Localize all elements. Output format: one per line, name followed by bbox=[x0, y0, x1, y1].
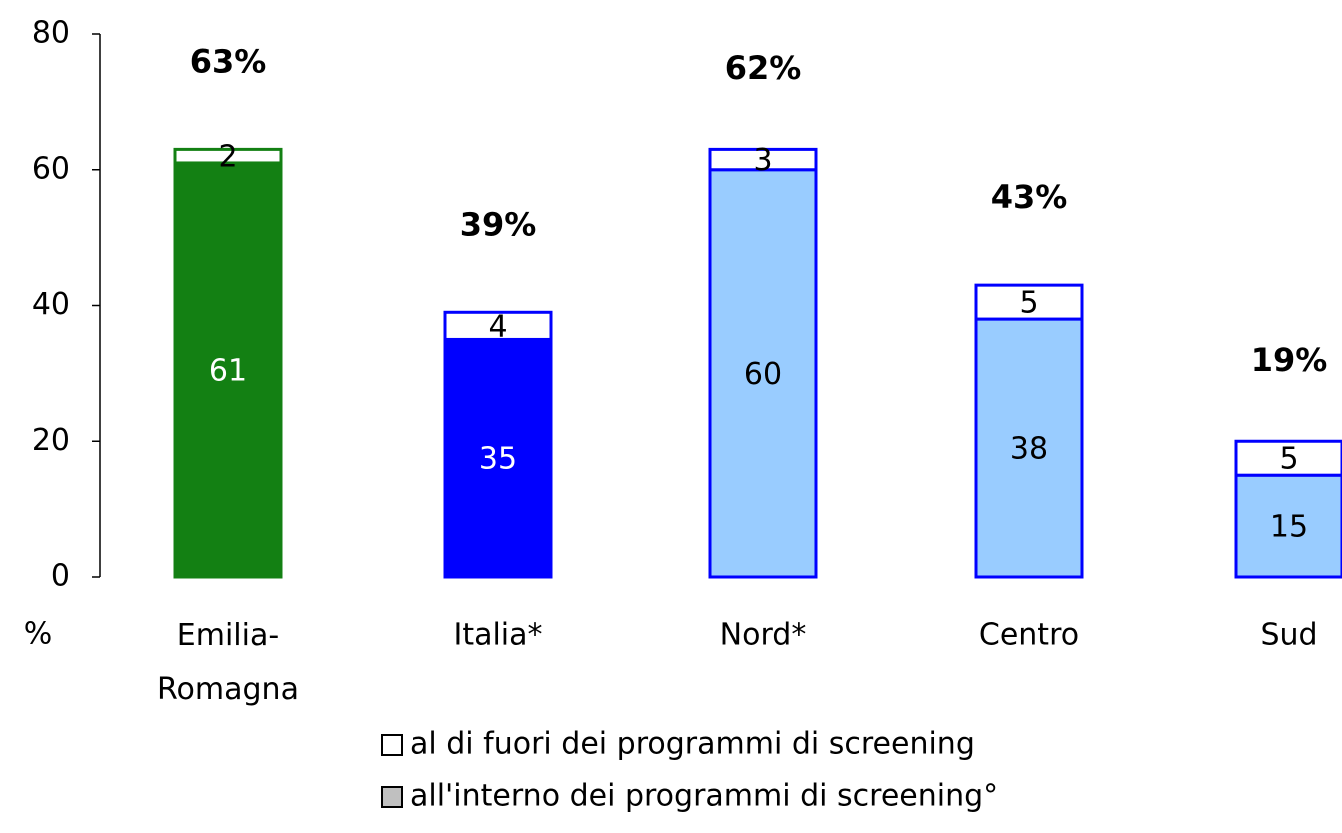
total-label: 63% bbox=[190, 42, 267, 80]
bar-segment bbox=[173, 161, 283, 579]
data-label: 38 bbox=[1010, 432, 1048, 467]
y-tick-label: 0 bbox=[51, 559, 70, 594]
y-axis-label: % bbox=[24, 617, 53, 652]
legend-label: all'interno dei programmi di screening° bbox=[410, 779, 998, 814]
x-tick-label: Nord* bbox=[720, 618, 807, 653]
total-label: 19% bbox=[1251, 341, 1328, 379]
bar-segment bbox=[443, 310, 553, 341]
legend-swatch bbox=[381, 734, 403, 756]
x-tick-line: Emilia- bbox=[177, 618, 279, 653]
x-tick-line: Romagna bbox=[157, 672, 299, 707]
data-label: 60 bbox=[744, 357, 782, 392]
x-tick-label: Sud bbox=[1260, 618, 1317, 653]
y-tick-label: 20 bbox=[32, 423, 70, 458]
data-label: 61 bbox=[209, 353, 247, 388]
total-label: 62% bbox=[725, 49, 802, 87]
bar-segment bbox=[443, 337, 553, 579]
y-tick-label: 80 bbox=[32, 16, 70, 51]
bar-segment bbox=[1234, 473, 1342, 579]
total-label: 39% bbox=[460, 205, 537, 243]
data-label: 15 bbox=[1270, 510, 1308, 545]
data-label: 4 bbox=[488, 309, 507, 344]
data-label: 35 bbox=[479, 442, 517, 477]
bar-segment bbox=[173, 147, 283, 165]
bar-segment bbox=[974, 317, 1084, 579]
x-tick-label: Emilia- Romagna bbox=[157, 618, 299, 707]
legend-swatch bbox=[381, 786, 403, 808]
x-tick-label: Italia* bbox=[453, 618, 542, 653]
bar-segment bbox=[974, 283, 1084, 321]
total-label: 43% bbox=[991, 178, 1068, 216]
x-tick-label: Centro bbox=[979, 618, 1079, 653]
data-label: 3 bbox=[753, 143, 772, 178]
y-tick-label: 40 bbox=[32, 287, 70, 322]
data-label: 2 bbox=[218, 140, 237, 175]
legend-label: al di fuori dei programmi di screening bbox=[410, 727, 975, 762]
bar-segment bbox=[708, 168, 818, 579]
data-label: 5 bbox=[1279, 442, 1298, 477]
bar-segment bbox=[1234, 439, 1342, 477]
bar-segment bbox=[708, 147, 818, 172]
data-label: 5 bbox=[1019, 286, 1038, 321]
y-tick-label: 60 bbox=[32, 151, 70, 186]
